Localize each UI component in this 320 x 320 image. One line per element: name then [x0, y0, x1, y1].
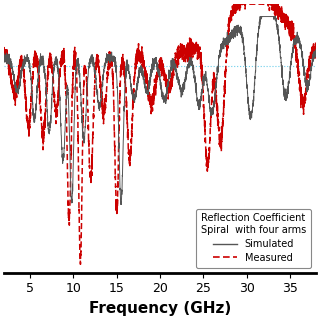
Measured	[122, 68, 126, 71]
Measured	[275, 2, 278, 6]
Legend: Simulated, Measured: Simulated, Measured	[196, 209, 311, 268]
Simulated	[275, 23, 278, 27]
Measured	[2, 45, 6, 49]
Line: Measured: Measured	[4, 4, 316, 264]
Simulated	[2, 52, 6, 56]
Simulated	[308, 75, 312, 78]
Line: Simulated: Simulated	[4, 17, 316, 204]
Simulated	[135, 79, 139, 83]
Simulated	[258, 15, 262, 19]
Simulated	[38, 65, 42, 69]
Measured	[308, 68, 312, 72]
Simulated	[119, 203, 123, 206]
Measured	[38, 93, 42, 97]
Measured	[78, 262, 82, 266]
Simulated	[122, 119, 126, 123]
Simulated	[314, 50, 318, 54]
Simulated	[56, 72, 60, 76]
Measured	[56, 98, 60, 102]
Measured	[314, 40, 318, 44]
Measured	[135, 46, 139, 50]
X-axis label: Frequency (GHz): Frequency (GHz)	[89, 301, 231, 316]
Measured	[232, 2, 236, 6]
